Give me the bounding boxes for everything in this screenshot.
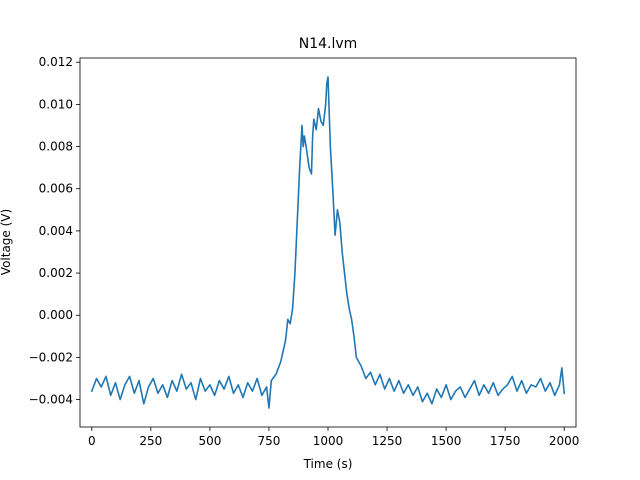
x-tick-label: 250 [139, 434, 162, 448]
y-tick-label: 0.000 [39, 308, 73, 322]
y-axis-ticks: −0.004 −0.002 0.000 0.002 0.004 0.006 0.008 0.0… [29, 55, 80, 407]
y-tick-label: 0.012 [39, 55, 73, 69]
y-tick-label: 0.010 [39, 97, 73, 111]
chart-title: N14.lvm [299, 36, 358, 52]
y-tick-label: −0.004 [29, 393, 73, 407]
x-tick-label: 1250 [372, 434, 403, 448]
x-tick-label: 1500 [431, 434, 462, 448]
y-tick-label: 0.008 [39, 140, 73, 154]
y-axis-label: Voltage (V) [0, 209, 13, 275]
y-tick-label: 0.006 [39, 182, 73, 196]
x-tick-label: 2000 [549, 434, 580, 448]
x-tick-label: 1750 [490, 434, 521, 448]
x-axis-ticks: 0 250 500 750 1000 1250 1500 1750 2000 [88, 427, 579, 448]
x-tick-label: 500 [198, 434, 221, 448]
y-tick-label: −0.002 [29, 350, 73, 364]
series-line [90, 76, 566, 409]
plot-area [90, 76, 566, 409]
x-tick-label: 1000 [313, 434, 344, 448]
x-axis-label: Time (s) [303, 457, 353, 471]
x-tick-label: 750 [257, 434, 280, 448]
x-tick-label: 0 [88, 434, 96, 448]
y-tick-label: 0.002 [39, 266, 73, 280]
y-tick-label: 0.004 [39, 224, 73, 238]
